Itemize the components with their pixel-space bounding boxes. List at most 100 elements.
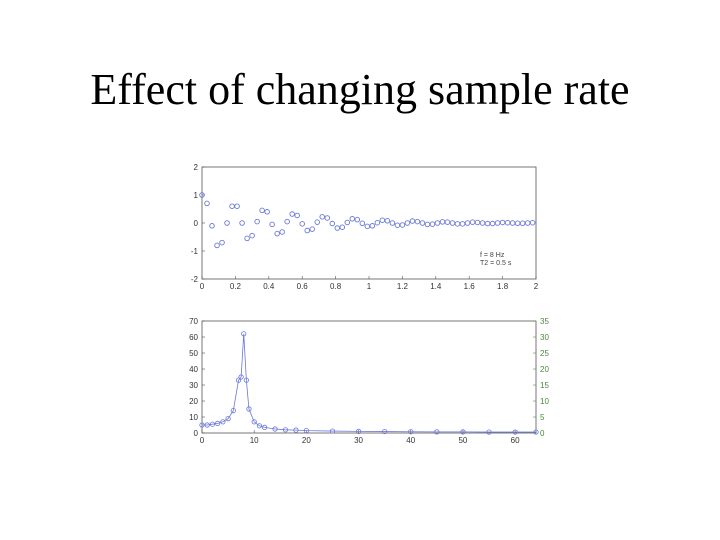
y-tick-label: 0	[194, 429, 199, 438]
data-point	[303, 427, 309, 434]
data-point	[479, 220, 486, 226]
y-tick-label: -1	[191, 247, 199, 256]
data-point	[249, 232, 255, 239]
data-point	[384, 218, 391, 224]
data-point	[304, 227, 310, 234]
data-point	[329, 428, 336, 434]
x-tick-label: 1.2	[397, 282, 409, 291]
data-point	[449, 220, 456, 226]
data-point	[324, 215, 331, 221]
right-y-tick-label: 35	[540, 317, 549, 326]
data-point	[272, 426, 278, 432]
data-point	[235, 377, 242, 383]
spectrum-line	[202, 333, 536, 433]
data-point	[459, 221, 466, 227]
data-point	[354, 216, 361, 223]
x-tick-label: 1.4	[430, 282, 442, 291]
data-point	[264, 209, 270, 215]
right-y-tick-label: 0	[540, 429, 545, 438]
x-tick-label: 60	[511, 436, 520, 445]
data-point	[489, 220, 496, 227]
y-tick-label: 50	[189, 349, 198, 358]
data-point	[269, 221, 275, 228]
data-point	[284, 218, 290, 225]
data-point	[293, 427, 299, 433]
x-tick-label: 0.8	[330, 282, 342, 291]
data-point	[379, 217, 386, 223]
data-point	[524, 220, 531, 226]
x-tick-label: 0	[200, 436, 205, 445]
data-point	[279, 229, 285, 235]
data-point	[209, 421, 216, 427]
data-point	[262, 424, 268, 430]
data-point	[394, 222, 401, 228]
data-point	[382, 428, 388, 435]
data-point	[204, 422, 210, 428]
legend-entry: f = 8 Hz	[480, 252, 505, 259]
data-point	[509, 220, 516, 226]
data-point	[209, 223, 215, 229]
data-point	[486, 429, 492, 435]
data-point	[424, 221, 431, 228]
data-point	[529, 219, 536, 226]
data-point	[504, 219, 511, 226]
data-point	[299, 221, 305, 227]
x-tick-label: 1.8	[497, 282, 509, 291]
time-domain-plot: 0 0.2 0.4 0.6 0.8 1 1.2 1.4 1.6 1.8 2 2 1 0 -1 -2 f = 8 …	[191, 163, 539, 291]
data-point	[238, 374, 244, 380]
data-point	[512, 429, 518, 435]
slide-title: Effect of changing sample rate	[90, 65, 630, 114]
data-point	[434, 220, 441, 226]
x-tick-label: 10	[250, 436, 259, 445]
data-point	[454, 221, 461, 227]
data-point	[409, 218, 416, 224]
data-point	[244, 235, 250, 242]
plot-frame	[201, 320, 537, 434]
data-point	[294, 212, 300, 219]
x-tick-label: 2	[534, 282, 539, 291]
x-tick-label: 0.6	[297, 282, 309, 291]
data-point	[359, 220, 366, 227]
y-tick-label: 1	[194, 191, 199, 200]
data-point	[349, 216, 356, 222]
data-point	[484, 220, 491, 227]
data-point	[289, 211, 295, 217]
right-y-tick-label: 15	[540, 381, 549, 390]
x-tick-label: 1.6	[464, 282, 476, 291]
data-point	[239, 220, 245, 226]
data-point	[199, 422, 205, 428]
data-point	[494, 220, 501, 226]
data-point	[334, 225, 341, 231]
data-point	[225, 415, 231, 422]
right-y-tick-label: 30	[540, 333, 549, 342]
y-tick-label: 20	[189, 397, 198, 406]
y-tick-label: 40	[189, 365, 198, 374]
data-point	[254, 218, 260, 225]
right-y-tick-label: 25	[540, 349, 549, 358]
data-point	[219, 239, 225, 246]
data-point	[214, 242, 220, 249]
data-point	[439, 219, 446, 225]
y-tick-label: 0	[194, 219, 199, 228]
right-y-tick-label: 20	[540, 365, 549, 374]
right-y-tick-label: 5	[540, 413, 545, 422]
data-point	[464, 220, 471, 226]
data-point	[399, 222, 406, 228]
data-point	[429, 221, 436, 227]
data-point	[374, 219, 381, 226]
data-point	[389, 220, 396, 226]
data-point	[234, 203, 240, 209]
y-tick-label: 10	[189, 413, 198, 422]
data-point	[229, 203, 235, 209]
x-tick-label: 40	[406, 436, 415, 445]
data-point	[474, 219, 481, 226]
data-point	[230, 407, 236, 414]
x-tick-label: 50	[458, 436, 467, 445]
data-point	[199, 192, 205, 198]
data-point	[339, 224, 346, 230]
data-point	[419, 220, 426, 226]
right-y-tick-label: 10	[540, 397, 549, 406]
legend-entry: T2 = 0.5 s	[480, 260, 512, 267]
data-point	[344, 219, 351, 226]
